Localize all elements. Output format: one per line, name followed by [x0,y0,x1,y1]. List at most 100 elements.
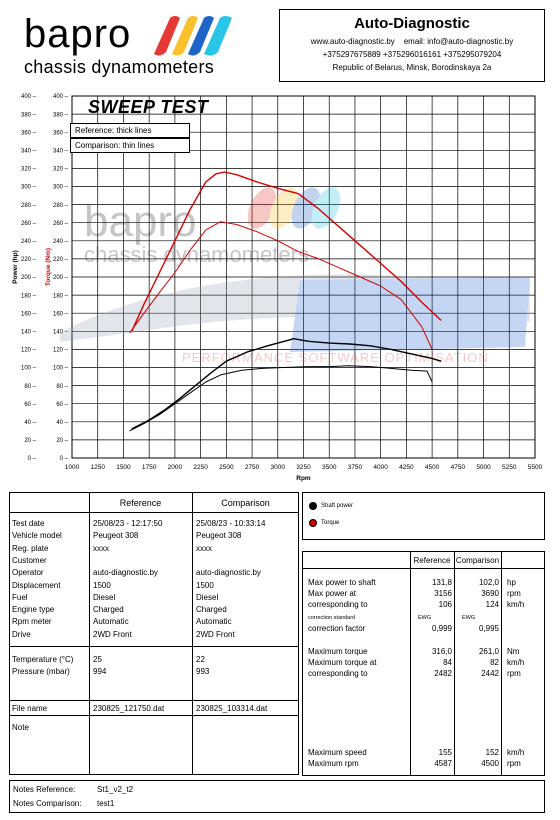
result-rows1-cmp-1: 3690 [481,589,499,598]
result-rows1-cmp-2: 124 [485,600,499,609]
result-rows2-ref-1: 84 [443,658,452,667]
env-cmp-temperature: 22 [196,655,205,664]
info-cmp-0: 25/08/23 - 10:33:14 [196,519,266,528]
info-ref-9: 2WD Front [93,629,132,639]
x-tick-label-11: 3750 [348,464,363,471]
info-label-9: Drive [12,629,31,639]
info-label-0: Test date [12,519,45,528]
y-tick-label-power-2: 40 – [24,420,36,426]
watermark-stripe-2 [291,187,321,229]
y-tick-label-torque-2: 40 – [56,420,68,426]
info-ref-2: xxxx [93,543,109,553]
info-label-6: Fuel [12,592,28,602]
y-tick-label-torque-18: 360 – [53,130,69,136]
series-line-3 [129,221,433,350]
x-tick-label-5: 2250 [193,464,208,471]
watermark-stripe-0 [247,187,277,229]
y-tick-label-power-16: 320 – [21,167,37,173]
y-tick-label-power-12: 240 – [21,239,37,245]
file-name-label: File name [12,704,48,713]
y-tick-label-torque-11: 220 – [53,257,69,263]
info-label-3: Customer [12,555,47,565]
notes-reference-label: Notes Reference: [13,785,76,794]
company-phones: +375297675889 +375296016161 +37529507920… [322,50,502,59]
x-tick-label-6: 2500 [219,464,234,471]
result-rows3-ref-0: 155 [438,748,452,757]
torque-marker-icon [309,519,317,527]
result-rows1-ref-0: 131,8 [431,578,452,587]
result-rows3-cmp-0: 152 [485,748,499,757]
watermark-banner-shape [290,277,530,352]
col-header-reference: Reference [119,498,162,508]
info-cmp-7: Charged [196,605,227,615]
col-header-comparison: Comparison [221,498,270,508]
result-rows1-label-1: Max power at [308,589,357,598]
x-tick-label-13: 4250 [399,464,414,471]
result-rows1-ref-1: 3156 [434,589,452,598]
file-name-comparison: 230825_103314.dat [196,704,268,713]
y-axis-label-power: Power (hp) [12,250,19,284]
x-tick-label-8: 3000 [271,464,286,471]
legend-shaft-power: Shaft power [321,503,354,509]
y-tick-label-power-13: 260 – [21,221,37,227]
notes-comparison-label: Notes Comparison: [13,799,82,808]
legend-torque: Torque [321,520,340,526]
y-tick-label-power-0: 0 – [28,456,37,462]
vehicle-info-table [9,492,299,775]
result-rows2-cmp-0: 261,0 [478,647,499,656]
y-tick-label-torque-20: 400 – [53,94,69,100]
result-rows2-unit-1: km/h [507,658,525,667]
series-legend-panel [302,492,545,540]
info-cmp-5: 1500 [196,580,214,590]
y-tick-label-torque-16: 320 – [53,167,69,173]
x-axis-label: Rpm [296,475,311,482]
x-tick-label-15: 4750 [451,464,466,471]
y-tick-label-torque-14: 280 – [53,203,69,209]
series-line-0 [131,338,442,430]
y-tick-label-torque-5: 100 – [53,366,69,372]
info-cmp-1: Peugeot 308 [196,531,242,541]
x-tick-label-17: 5250 [502,464,517,471]
info-ref-6: Diesel [93,592,116,602]
watermark-swoosh [60,274,530,342]
y-tick-label-power-8: 160 – [21,311,37,317]
x-tick-label-3: 1750 [142,464,157,471]
y-tick-label-torque-0: 0 – [60,456,69,462]
company-info-box: Auto-Diagnostic www.auto-diagnostic.by e… [279,9,545,82]
y-tick-label-torque-17: 340 – [53,149,69,155]
result-rows3-unit-0: km/h [507,748,525,757]
y-tick-label-power-9: 180 – [21,293,37,299]
correction-standard-cmp: EWG [462,615,476,621]
result-rows2-unit-0: Nm [507,647,520,656]
result-rows1-label-2: corresponding to [308,600,368,609]
result-rows2-cmp-2: 2442 [481,669,499,678]
logo-subtitle: chassis dynamometers [24,57,215,77]
result-rows2-label-0: Maximum torque [308,647,368,656]
info-label-7: Engine type [12,605,55,615]
x-tick-label-2: 1500 [116,464,131,471]
series-line-2 [131,171,442,332]
result-rows1-unit-0: hp [507,578,516,587]
y-tick-label-torque-4: 80 – [56,384,68,390]
logo-text: bapro [24,12,132,56]
y-tick-label-power-18: 360 – [21,130,37,136]
watermark-logo-sub: chassis dynamometers [84,242,309,267]
company-name: Auto-Diagnostic [354,15,470,32]
y-tick-label-power-19: 380 – [21,112,37,118]
y-tick-label-torque-13: 260 – [53,221,69,227]
info-ref-8: Automatic [93,617,129,627]
y-tick-label-torque-9: 180 – [53,293,69,299]
file-name-reference: 230825_121750.dat [93,704,165,713]
results-col-comparison: Comparison [455,556,500,565]
results-panel [302,551,545,776]
results-col-reference: Reference [413,556,451,565]
company-address: Republic of Belarus, Minsk, Borodinskaya… [332,63,492,72]
logo-stripes-icon [154,16,232,56]
y-tick-label-power-7: 140 – [21,330,37,336]
result-rows3-label-0: Maximum speed [308,748,367,757]
note-label: Note [12,723,29,732]
y-tick-label-torque-6: 120 – [53,348,69,354]
x-tick-label-14: 4500 [425,464,440,471]
y-tick-label-torque-8: 160 – [53,311,69,317]
x-tick-label-9: 3250 [296,464,311,471]
